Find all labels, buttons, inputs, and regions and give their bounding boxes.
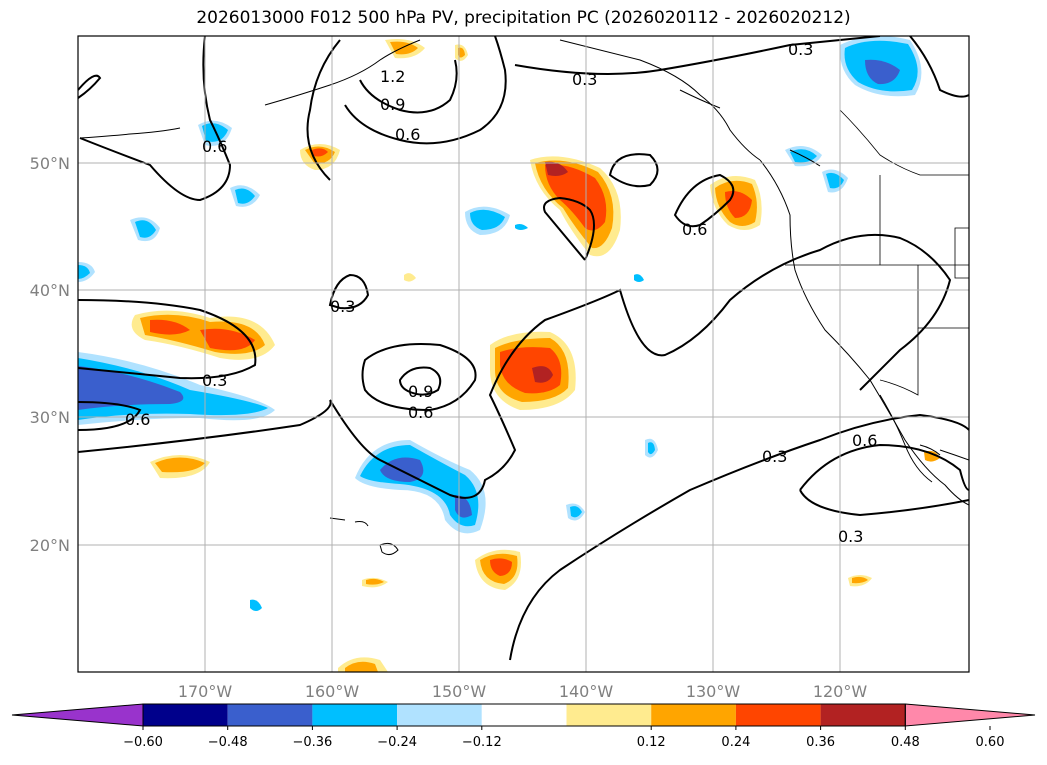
colorbar-tick-label: −0.24 <box>377 735 417 750</box>
contour-label: 0.6 <box>202 137 227 156</box>
colorbar-extend-low <box>11 703 144 727</box>
colorbar-tick-label: 0.36 <box>806 735 835 750</box>
contour-label: 0.6 <box>395 125 420 144</box>
contour-label: 0.3 <box>838 527 863 546</box>
colorbar-segment <box>143 704 228 726</box>
contour-label: 0.6 <box>125 410 150 429</box>
lat-label: 30°N <box>30 408 70 427</box>
map-title: 2026013000 F012 500 hPa PV, precipitatio… <box>196 8 851 28</box>
colorbar-segment <box>566 704 652 726</box>
colorbar-extend-high <box>904 703 1036 727</box>
lon-label: 150°W <box>432 682 487 701</box>
graticule <box>78 36 969 672</box>
colorbar-tick-label: 0.24 <box>721 735 750 750</box>
colorbar-tick-label: 0.48 <box>891 735 920 750</box>
lat-label: 20°N <box>30 536 70 555</box>
lat-label: 50°N <box>30 154 70 173</box>
contour-label: 0.3 <box>762 447 787 466</box>
contour-label: 0.9 <box>380 95 405 114</box>
colorbar-segment <box>227 704 313 726</box>
contour-label: 0.3 <box>202 371 227 390</box>
latitude-labels: 50°N 40°N 30°N 20°N <box>30 154 70 555</box>
lon-label: 160°W <box>305 682 360 701</box>
coastlines <box>79 39 969 556</box>
colorbar-segment <box>397 704 482 726</box>
colorbar-tick-label: −0.48 <box>208 735 248 750</box>
colorbar-tick-label: 0.60 <box>976 735 1005 750</box>
contour-label: 0.3 <box>572 70 597 89</box>
contour-label: 0.6 <box>682 220 707 239</box>
colorbar-tick-label: −0.60 <box>123 735 163 750</box>
contour-label: 0.3 <box>788 40 813 59</box>
contour-label: 0.3 <box>330 297 355 316</box>
colorbar-tick-label: −0.36 <box>292 735 332 750</box>
map-frame <box>77 35 970 673</box>
contour-label: 0.6 <box>852 431 877 450</box>
lat-label: 40°N <box>30 281 70 300</box>
contour-label: 0.6 <box>408 403 433 422</box>
contour-label: 1.2 <box>380 67 405 86</box>
longitude-labels: 170°W 160°W 150°W 140°W 130°W 120°W <box>178 682 868 701</box>
colorbar-segment <box>735 704 821 726</box>
colorbar-segment <box>481 704 567 726</box>
colorbar-outline <box>142 703 906 727</box>
lon-label: 170°W <box>178 682 233 701</box>
lon-label: 140°W <box>559 682 614 701</box>
colorbar: −0.60 −0.48 −0.36 −0.24 −0.12 0.12 0.24 0.36 0.4… <box>11 703 1036 750</box>
colorbar-segment <box>820 704 906 726</box>
colorbar-tick-label: −0.12 <box>462 735 502 750</box>
colorbar-tick-label: 0.12 <box>637 735 666 750</box>
contour-label: 0.9 <box>408 382 433 401</box>
precip-shading <box>78 36 940 672</box>
lon-label: 130°W <box>686 682 741 701</box>
lon-label: 120°W <box>813 682 868 701</box>
colorbar-segment <box>312 704 398 726</box>
contour-labels: 0.3 0.3 0.3 0.3 0.3 0.3 0.6 0.6 0.6 0.6 … <box>125 40 877 546</box>
colorbar-segment <box>651 704 736 726</box>
